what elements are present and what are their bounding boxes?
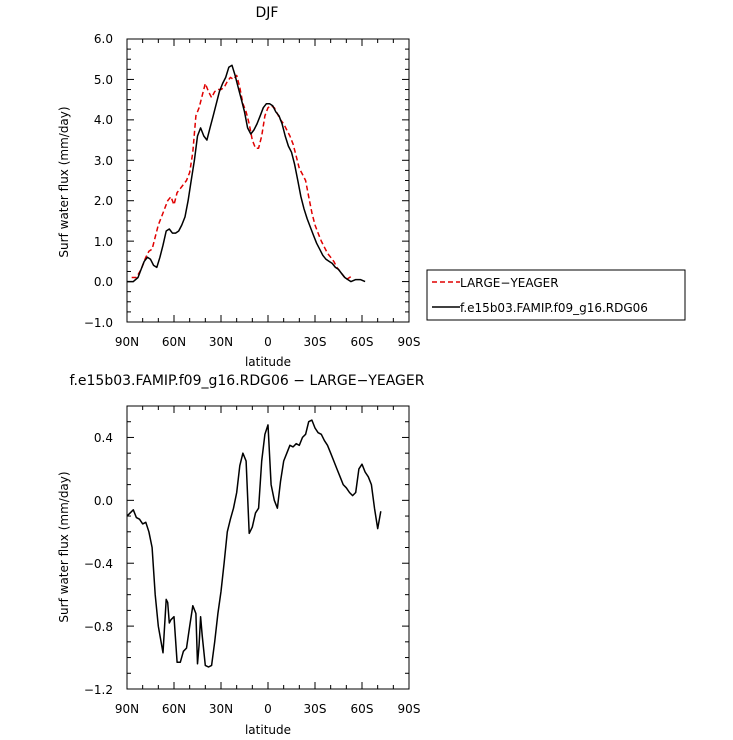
bottom-x-tick-label-90s: 90S: [398, 702, 421, 716]
top-y-tick-labels: −1.0 0.0 1.0 2.0 3.0 4.0 5.0 6.0: [84, 32, 113, 330]
legend: LARGE−YEAGER f.e15b03.FAMIP.f09_g16.RDG0…: [426, 269, 686, 321]
legend-label-rdg06: f.e15b03.FAMIP.f09_g16.RDG06: [460, 301, 648, 315]
bottom-series-line-1: [126, 419, 382, 668]
bottom-y-tick-labels: −1.2 −0.8 −0.4 0.0 0.4: [84, 431, 113, 697]
bottom-y-tick-label-04: 0.4: [94, 431, 113, 445]
top-y-tick-label-1: 1.0: [94, 235, 113, 249]
top-y-axis-ticks: [127, 38, 409, 323]
top-y-tick-label-m1: −1.0: [84, 316, 113, 330]
top-series-lines: [127, 64, 366, 283]
top-x-tick-label-60n: 60N: [162, 335, 186, 349]
top-x-tick-label-60s: 60S: [351, 335, 374, 349]
top-y-tick-label-5: 5.0: [94, 73, 113, 87]
bottom-y-axis-label: Surf water flux (mm/day): [57, 471, 71, 622]
bottom-y-tick-label-m08: −0.8: [84, 620, 113, 634]
bottom-x-axis-label: latitude: [245, 723, 291, 737]
top-chart-title: DJF: [256, 5, 279, 21]
bottom-chart-title: f.e15b03.FAMIP.f09_g16.RDG06 − LARGE−YEA…: [70, 373, 425, 389]
bottom-x-tick-labels: 90N 60N 30N 0 30S 60S 90S: [115, 702, 421, 716]
bottom-y-axis-ticks: [127, 405, 409, 690]
top-x-tick-label-30s: 30S: [304, 335, 327, 349]
top-x-tick-label-30n: 30N: [209, 335, 233, 349]
bottom-x-tick-label-90n: 90N: [115, 702, 139, 716]
top-y-tick-label-4: 4.0: [94, 113, 113, 127]
top-y-tick-label-6: 6.0: [94, 32, 113, 46]
top-panel: DJF 90N 60N 30N 0 30S 60S 90S −1.0 0.0 1…: [57, 5, 686, 369]
legend-label-large-yeager: LARGE−YEAGER: [460, 276, 559, 290]
top-y-tick-label-2: 2.0: [94, 194, 113, 208]
bottom-x-tick-label-0: 0: [264, 702, 272, 716]
bottom-y-tick-label-0: 0.0: [94, 494, 113, 508]
top-x-tick-label-90n: 90N: [115, 335, 139, 349]
bottom-series-lines: [126, 419, 382, 668]
top-x-tick-label-90s: 90S: [398, 335, 421, 349]
bottom-y-tick-label-m04: −0.4: [84, 557, 113, 571]
top-plot-frame: [126, 38, 410, 323]
top-x-tick-labels: 90N 60N 30N 0 30S 60S 90S: [115, 335, 421, 349]
top-y-axis-label: Surf water flux (mm/day): [57, 106, 71, 257]
bottom-x-tick-label-30s: 30S: [304, 702, 327, 716]
top-y-tick-label-3: 3.0: [94, 154, 113, 168]
top-x-axis-label: latitude: [245, 355, 291, 369]
legend-box: [426, 269, 686, 321]
bottom-x-tick-label-60n: 60N: [162, 702, 186, 716]
top-x-axis-ticks: [126, 39, 410, 322]
bottom-y-tick-label-m12: −1.2: [84, 683, 113, 697]
bottom-x-axis-ticks: [126, 406, 410, 689]
bottom-plot-frame: [126, 405, 410, 690]
bottom-x-tick-label-60s: 60S: [351, 702, 374, 716]
top-series-line-1: [131, 74, 354, 281]
top-series-line-2: [127, 64, 366, 283]
top-y-tick-label-0: 0.0: [94, 275, 113, 289]
top-x-tick-label-0: 0: [264, 335, 272, 349]
bottom-x-tick-label-30n: 30N: [209, 702, 233, 716]
bottom-panel: f.e15b03.FAMIP.f09_g16.RDG06 − LARGE−YEA…: [57, 373, 425, 737]
